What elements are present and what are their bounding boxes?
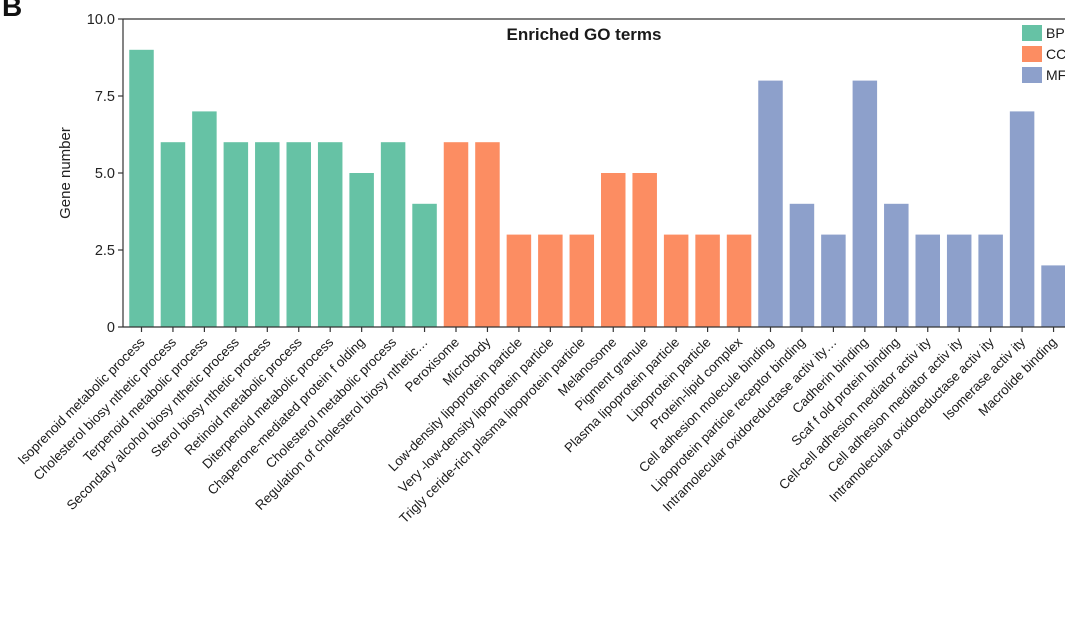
legend-label: MF — [1046, 67, 1065, 83]
legend-swatch — [1022, 67, 1042, 83]
legend-swatch — [1022, 25, 1042, 41]
legend-label: BP — [1046, 25, 1065, 41]
legend: BP CC MF — [1022, 25, 1065, 83]
bars — [129, 49, 1065, 328]
bar-cc — [632, 173, 657, 327]
bar-bp — [160, 142, 186, 327]
legend-swatch — [1022, 46, 1042, 62]
bar-cc — [726, 234, 752, 327]
bar-cc — [475, 142, 500, 327]
bar-cc — [538, 234, 563, 327]
bar-cc — [506, 234, 532, 327]
bar-mf — [884, 203, 909, 327]
y-tick-label: 2.5 — [95, 243, 115, 259]
bar-mf — [821, 234, 846, 327]
x-axis: Isoprenoid metabolic processCholesterol … — [15, 326, 1065, 526]
chart-title: Enriched GO terms — [507, 25, 662, 44]
bar-bp — [380, 142, 406, 327]
bar-mf — [789, 203, 815, 327]
y-axis: 0 2.5 5.0 7.5 10.0 — [87, 12, 1065, 336]
y-tick-label: 5.0 — [95, 166, 115, 182]
y-axis-label: Gene number — [57, 127, 74, 219]
bar-cc — [443, 142, 469, 327]
bar-bp — [129, 49, 154, 328]
bar-cc — [601, 173, 626, 327]
bar-mf — [915, 234, 940, 327]
bar-cc — [695, 234, 720, 327]
bar-cc — [569, 234, 595, 327]
y-tick-label: 10.0 — [87, 12, 115, 28]
bar-mf — [978, 234, 1003, 327]
bar-mf — [1041, 265, 1065, 327]
y-tick-label: 0 — [107, 320, 115, 336]
bar-bp — [286, 142, 311, 327]
bar-mf — [946, 234, 972, 327]
y-tick-label: 7.5 — [95, 89, 115, 105]
bar-bp — [192, 111, 217, 328]
bar-cc — [663, 234, 689, 327]
panel-letter: B — [2, 0, 22, 22]
bar-bp — [317, 142, 343, 327]
bar-bp — [349, 173, 374, 327]
bar-mf — [758, 80, 783, 327]
bar-bp — [412, 203, 437, 327]
bar-mf — [852, 80, 878, 327]
bar-mf — [1009, 111, 1035, 328]
bar-bp — [223, 142, 249, 327]
legend-label: CC — [1046, 46, 1065, 62]
bar-bp — [255, 142, 280, 327]
